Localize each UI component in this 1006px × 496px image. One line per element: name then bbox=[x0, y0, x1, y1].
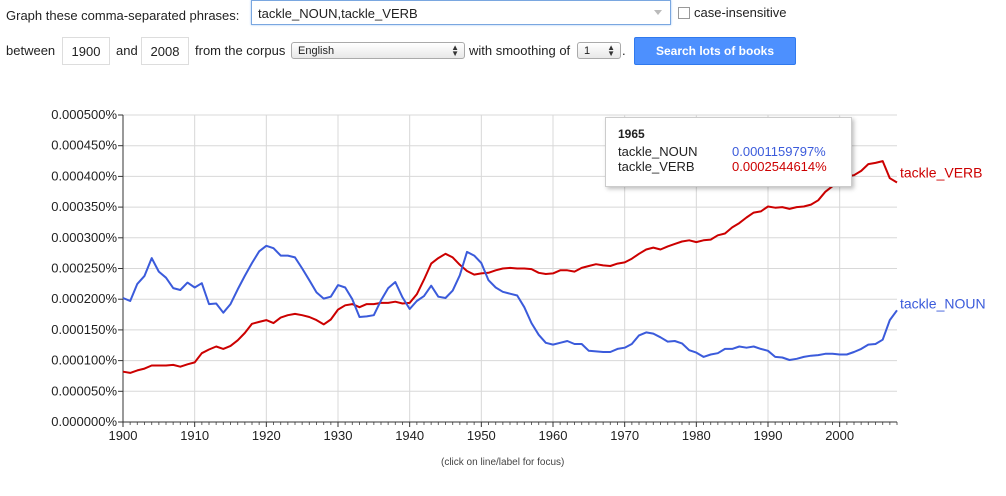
y-tick-label: 0.000100% bbox=[51, 353, 117, 368]
y-tick-label: 0.000150% bbox=[51, 322, 117, 337]
tooltip-series-value: 0.0001159797% bbox=[732, 144, 826, 159]
smoothing-select[interactable]: 1 ▲ ▼ bbox=[577, 42, 621, 59]
and-label: and bbox=[116, 43, 138, 58]
tooltip-series-name: tackle_VERB bbox=[618, 159, 695, 174]
x-tick-label: 1940 bbox=[395, 428, 424, 443]
y-tick-label: 0.000450% bbox=[51, 138, 117, 153]
series-label-tackle_VERB[interactable]: tackle_VERB bbox=[900, 165, 982, 181]
footer-note-text: (click on line/label for focus) bbox=[441, 457, 565, 468]
y-tick-label: 0.000000% bbox=[51, 414, 117, 429]
y-tick-label: 0.000250% bbox=[51, 261, 117, 276]
start-year-input[interactable]: 1900 bbox=[62, 37, 110, 65]
corpus-select[interactable]: English ▲ ▼ bbox=[291, 42, 465, 59]
case-insensitive-label[interactable]: case-insensitive bbox=[694, 5, 787, 20]
corpus-label: from the corpus bbox=[195, 43, 286, 58]
hover-tooltip: 1965 tackle_NOUN 0.0001159797% tackle_VE… bbox=[605, 117, 852, 187]
y-tick-label: 0.000300% bbox=[51, 230, 117, 245]
series-line-tackle_NOUN[interactable] bbox=[122, 244, 898, 361]
series-label-tackle_NOUN[interactable]: tackle_NOUN bbox=[900, 295, 986, 311]
x-tick-label: 1970 bbox=[610, 428, 639, 443]
phrases-row: Graph these comma-separated phrases: bbox=[6, 2, 239, 28]
corpus-select-value[interactable]: English bbox=[298, 44, 335, 57]
case-insensitive-checkbox[interactable] bbox=[678, 7, 690, 19]
x-tick-label: 1910 bbox=[180, 428, 209, 443]
x-tick-label: 2000 bbox=[825, 428, 854, 443]
x-tick-label: 1920 bbox=[252, 428, 281, 443]
tooltip-series-name: tackle_NOUN bbox=[618, 144, 698, 159]
graph-phrases-label: Graph these comma-separated phrases: bbox=[6, 7, 240, 23]
tooltip-year: 1965 bbox=[618, 127, 645, 141]
search-button[interactable]: Search lots of books bbox=[634, 37, 796, 65]
y-tick-label: 0.000200% bbox=[51, 291, 117, 306]
select-arrows-icon[interactable]: ▲ ▼ bbox=[607, 43, 615, 58]
select-arrows-icon[interactable]: ▲ ▼ bbox=[451, 43, 459, 58]
tooltip-series-value: 0.0002544614% bbox=[732, 159, 827, 174]
x-tick-label: 1900 bbox=[109, 428, 138, 443]
x-tick-label: 1930 bbox=[324, 428, 353, 443]
x-tick-label: 1980 bbox=[682, 428, 711, 443]
x-tick-label: 1950 bbox=[467, 428, 496, 443]
smoothing-select-value[interactable]: 1 bbox=[584, 44, 591, 57]
y-tick-label: 0.000050% bbox=[51, 383, 117, 398]
chevron-down-icon[interactable] bbox=[654, 10, 662, 15]
period-text: . bbox=[622, 43, 626, 58]
y-tick-label: 0.000400% bbox=[51, 168, 117, 183]
smoothing-label: with smoothing of bbox=[469, 43, 571, 58]
y-tick-label: 0.000500% bbox=[51, 107, 117, 122]
series-line-tackle_VERB[interactable] bbox=[122, 160, 898, 374]
end-year-input[interactable]: 2008 bbox=[141, 37, 189, 65]
between-label: between bbox=[6, 43, 56, 58]
phrases-input-value[interactable]: tackle_NOUN,tackle_VERB bbox=[258, 6, 418, 21]
y-tick-label: 0.000350% bbox=[51, 199, 117, 214]
phrases-input[interactable]: tackle_NOUN,tackle_VERB bbox=[251, 0, 671, 25]
x-tick-label: 1990 bbox=[754, 428, 783, 443]
x-tick-label: 1960 bbox=[539, 428, 568, 443]
